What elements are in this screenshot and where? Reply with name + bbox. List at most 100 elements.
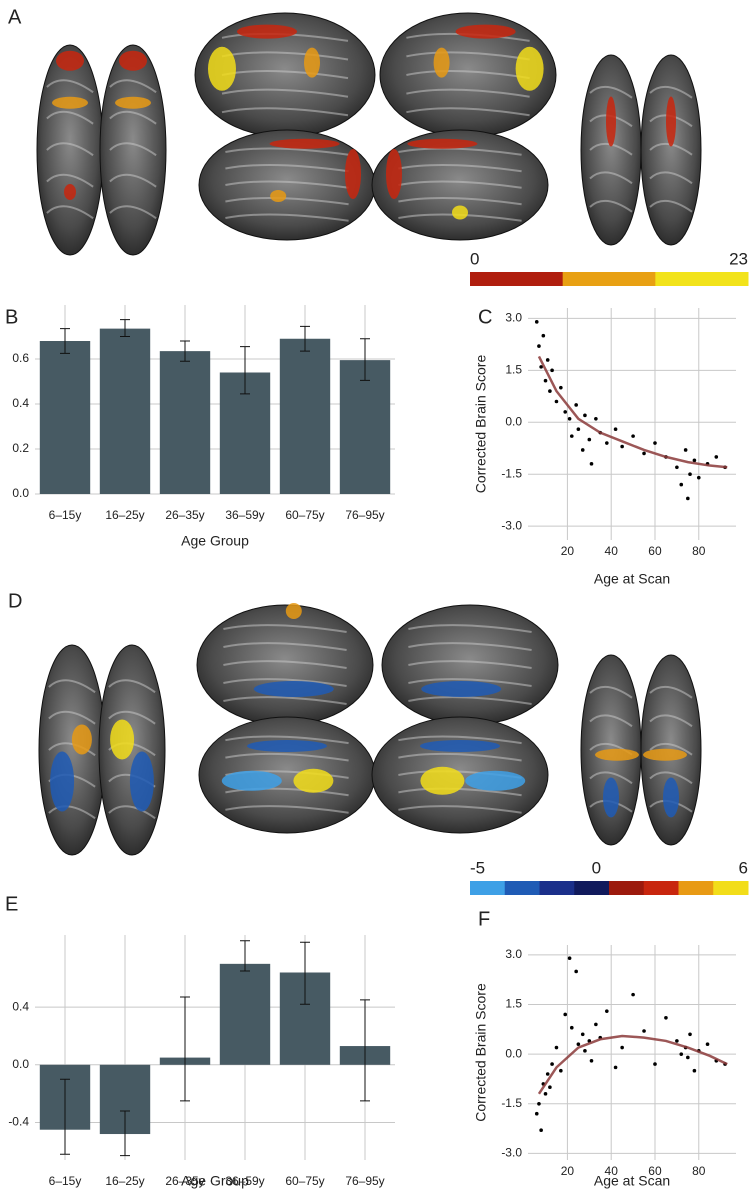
- activation: [115, 96, 151, 109]
- sulcus: [406, 51, 530, 61]
- bar: [159, 351, 211, 494]
- sulcus: [221, 88, 349, 98]
- point: [594, 1022, 598, 1027]
- point: [714, 455, 719, 459]
- activation: [452, 205, 468, 220]
- activation: [253, 681, 334, 697]
- point: [675, 1039, 679, 1043]
- x-axis-title: Age Group: [181, 533, 249, 549]
- point: [576, 427, 581, 431]
- point: [534, 320, 539, 324]
- sulcus: [109, 173, 157, 188]
- x-tick-label: 36–59y: [225, 1174, 264, 1188]
- sulcus: [223, 660, 347, 669]
- x-tick-label: 40: [605, 1164, 619, 1178]
- sulcus: [398, 196, 522, 206]
- point: [537, 344, 541, 348]
- error-bar: [60, 1078, 70, 1155]
- sulcus: [48, 710, 96, 725]
- y-tick-label: -3.0: [501, 518, 522, 532]
- activation: [515, 46, 544, 91]
- error-bar: [120, 319, 130, 337]
- sulcus: [408, 678, 532, 687]
- y-tick-label: 0.6: [12, 351, 29, 365]
- point: [696, 475, 701, 480]
- activation: [269, 138, 340, 149]
- sulcus: [398, 735, 522, 745]
- point: [548, 1085, 552, 1090]
- sulcus: [225, 805, 349, 814]
- point: [543, 1092, 548, 1096]
- activation: [64, 184, 76, 200]
- point: [692, 458, 697, 463]
- point: [583, 413, 587, 418]
- x-tick-label: 36–59y: [225, 508, 264, 522]
- sulcus: [398, 805, 522, 814]
- activation: [50, 751, 75, 812]
- panel-label: E: [5, 893, 18, 915]
- point: [688, 472, 692, 477]
- error-bar: [300, 325, 310, 352]
- point: [550, 368, 554, 373]
- point: [613, 427, 618, 431]
- point: [569, 434, 574, 438]
- colorbar-segment: [678, 881, 714, 895]
- activation: [643, 748, 687, 761]
- point: [580, 1032, 585, 1037]
- sulcus: [398, 752, 522, 762]
- panel-label: F: [478, 908, 490, 930]
- y-tick-label: 0.0: [12, 486, 29, 500]
- colorbar-segment: [562, 272, 656, 286]
- colorbar-segment: [574, 881, 610, 895]
- y-axis-title: Corrected Brain Score: [473, 355, 489, 494]
- point: [554, 1045, 559, 1050]
- y-tick-label: 0.0: [505, 414, 522, 428]
- sulcus: [406, 70, 530, 80]
- sulcus: [225, 213, 349, 222]
- colorbar-label: 23: [729, 249, 748, 268]
- point: [679, 482, 684, 487]
- activation: [52, 96, 88, 109]
- plot-area: [528, 945, 736, 1160]
- sulcus: [408, 696, 532, 705]
- activation: [433, 47, 450, 78]
- y-tick-label: 0.2: [12, 441, 29, 455]
- sulcus: [649, 199, 693, 213]
- sulcus: [225, 787, 349, 797]
- activation: [455, 24, 516, 39]
- y-tick-label: 0.0: [505, 1046, 522, 1060]
- sulcus: [398, 163, 522, 173]
- plot-area: [528, 308, 736, 540]
- x-tick-label: 26–35y: [165, 508, 204, 522]
- point: [539, 1128, 543, 1133]
- point: [537, 1101, 541, 1106]
- point: [620, 444, 624, 449]
- point: [605, 441, 609, 445]
- point: [705, 1042, 710, 1047]
- y-tick-label: -1.5: [501, 466, 522, 480]
- activation: [129, 751, 154, 812]
- activation: [270, 190, 287, 202]
- point: [613, 1065, 618, 1070]
- activation: [304, 47, 320, 78]
- colorbar-segment: [504, 881, 540, 895]
- brain: [371, 129, 549, 241]
- x-tick-label: 20: [561, 544, 575, 558]
- activation: [237, 24, 297, 39]
- y-tick-label: 3.0: [505, 947, 522, 961]
- activation: [421, 681, 502, 697]
- colorbar-segment: [470, 272, 564, 286]
- error-bar: [240, 940, 250, 972]
- colorbar-segment: [713, 881, 749, 895]
- activation: [465, 770, 526, 791]
- bar: [279, 338, 331, 494]
- x-tick-label: 76–95y: [345, 1174, 384, 1188]
- activation: [666, 96, 676, 147]
- point: [567, 956, 572, 961]
- x-tick-label: 76–95y: [345, 508, 384, 522]
- sulcus: [109, 142, 157, 157]
- x-axis-title: Age Group: [181, 1173, 249, 1189]
- colorbar-label: -5: [470, 858, 485, 877]
- y-tick-label: 0.4: [12, 999, 29, 1013]
- colorbar-segment: [643, 881, 679, 895]
